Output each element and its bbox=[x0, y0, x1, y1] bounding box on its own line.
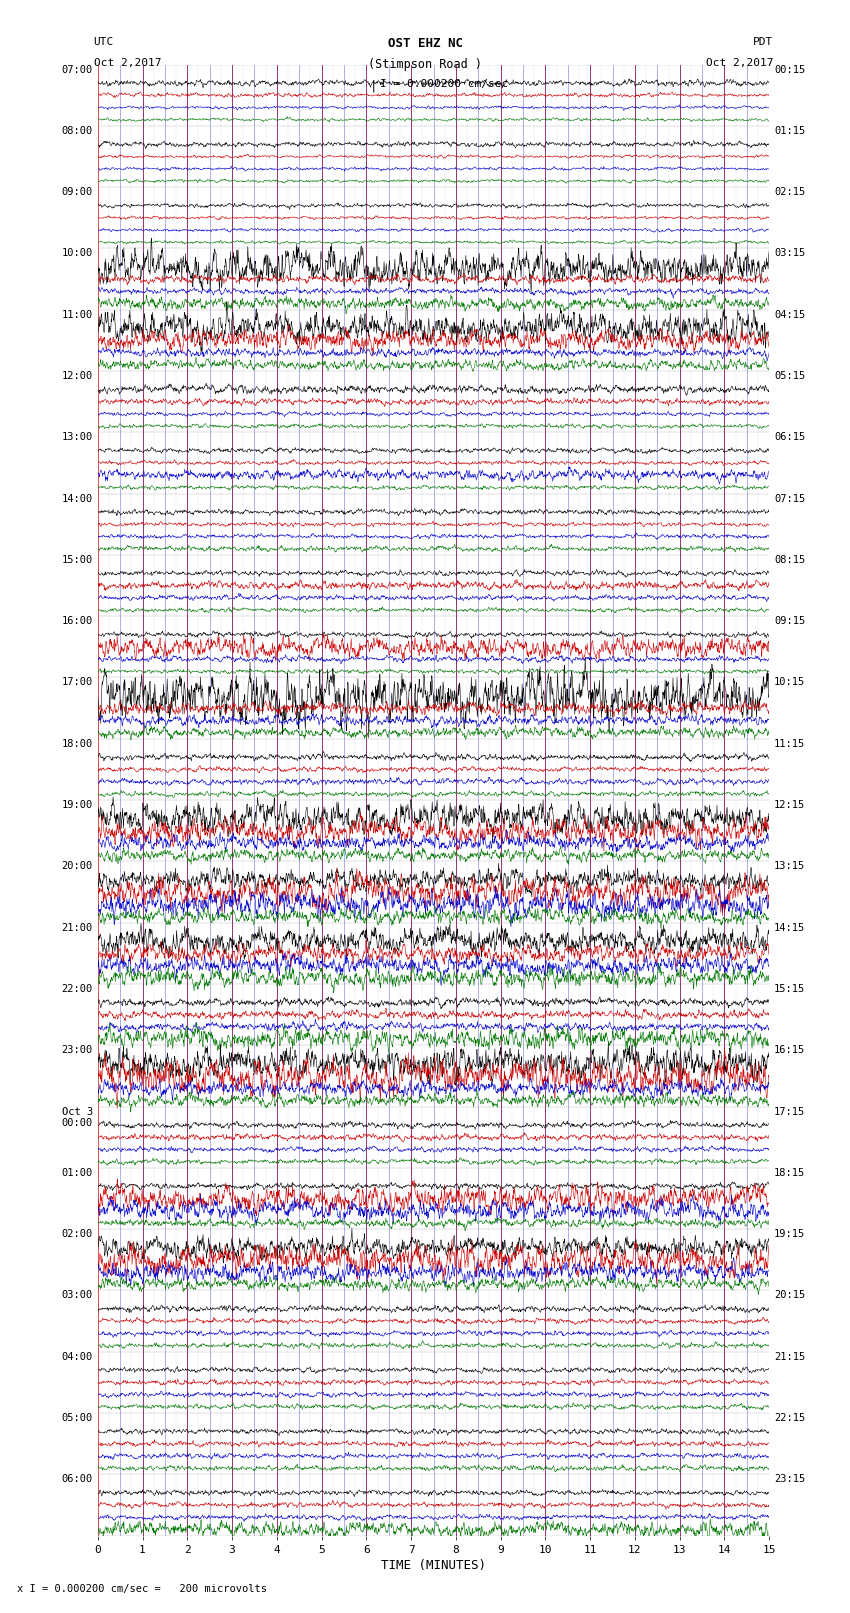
Text: UTC: UTC bbox=[94, 37, 114, 47]
Text: I = 0.000200 cm/sec: I = 0.000200 cm/sec bbox=[380, 79, 508, 89]
Text: Oct 2,2017: Oct 2,2017 bbox=[706, 58, 774, 68]
Text: PDT: PDT bbox=[753, 37, 774, 47]
Text: x I = 0.000200 cm/sec =   200 microvolts: x I = 0.000200 cm/sec = 200 microvolts bbox=[17, 1584, 267, 1594]
Text: OST EHZ NC: OST EHZ NC bbox=[388, 37, 462, 50]
Text: (Stimpson Road ): (Stimpson Road ) bbox=[368, 58, 482, 71]
Text: Oct 2,2017: Oct 2,2017 bbox=[94, 58, 161, 68]
Text: |: | bbox=[370, 79, 377, 92]
X-axis label: TIME (MINUTES): TIME (MINUTES) bbox=[381, 1558, 486, 1571]
